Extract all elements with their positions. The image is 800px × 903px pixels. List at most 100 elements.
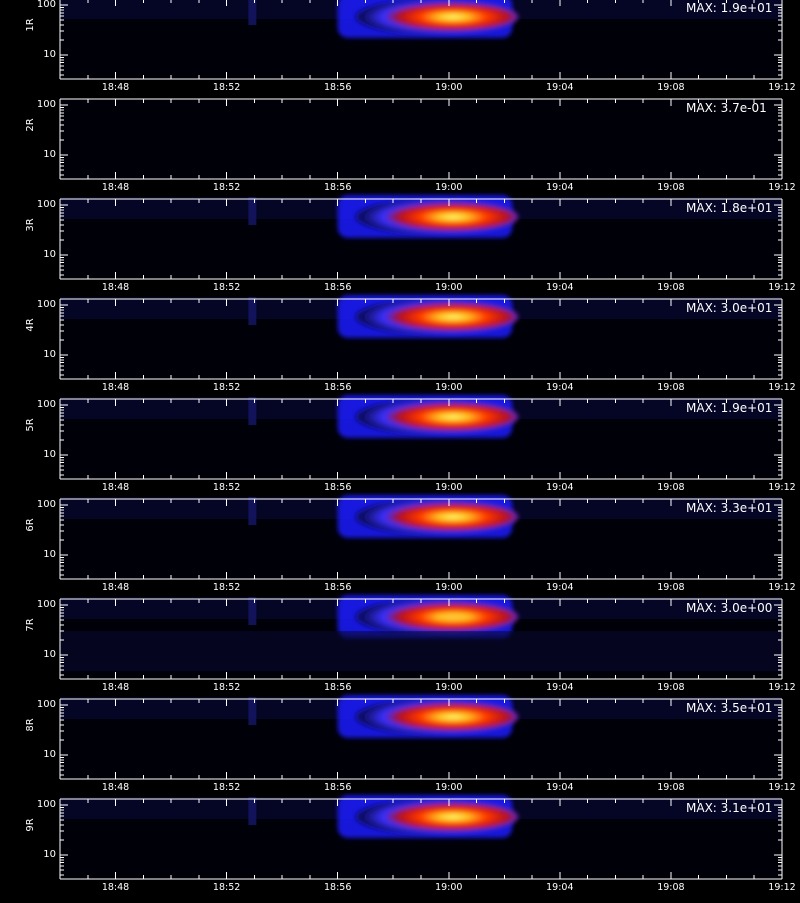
x-tick-label: 19:00 — [435, 782, 463, 793]
faint-stripe — [248, 497, 257, 526]
x-tick-label: 18:48 — [101, 782, 130, 793]
x-tick-label: 18:56 — [323, 882, 352, 893]
faint-stripe — [248, 697, 257, 726]
x-tick-label: 18:56 — [323, 482, 352, 493]
burst-core — [355, 799, 519, 835]
max-label: MAX: 1.8e+01 — [686, 201, 773, 215]
panel-7R: 7R 10 100 18:48 18:52 18:56 19:00 19:04 19:08 19:… — [0, 595, 800, 699]
x-tick-label: 19:08 — [657, 782, 685, 793]
x-tick-label: 19:00 — [435, 182, 463, 193]
y-tick-label: 100 — [36, 399, 56, 411]
max-label: MAX: 3.7e-01 — [686, 101, 767, 115]
y-tick-label: 10 — [43, 448, 56, 460]
x-tick-label: 18:52 — [212, 682, 241, 693]
x-tick-label: 18:52 — [212, 82, 241, 93]
x-tick-label: 18:52 — [212, 782, 241, 793]
panel-5R: 5R 10 100 18:48 18:52 18:56 19:00 19:04 19:08 19:… — [0, 395, 800, 499]
panel-id-label: 8R — [25, 718, 36, 732]
x-tick-label: 18:52 — [212, 482, 241, 493]
x-tick-label: 19:08 — [657, 82, 685, 93]
x-tick-label: 18:56 — [323, 382, 352, 393]
x-tick-label: 18:48 — [101, 82, 130, 93]
y-tick-label: 10 — [43, 48, 56, 60]
faint-stripe — [248, 797, 257, 826]
x-tick-label: 19:00 — [435, 582, 463, 593]
panel-6R: 6R 10 100 18:48 18:52 18:56 19:00 19:04 19:08 19:… — [0, 495, 800, 599]
max-label: MAX: 3.0e+00 — [686, 601, 773, 615]
max-label: MAX: 3.0e+01 — [686, 301, 773, 315]
x-tick-label: 19:08 — [657, 882, 685, 893]
x-tick-label: 18:48 — [101, 282, 130, 293]
y-tick-label: 10 — [43, 748, 56, 760]
y-tick-label: 100 — [36, 199, 56, 211]
max-label: MAX: 3.1e+01 — [686, 801, 773, 815]
x-tick-label: 19:08 — [657, 282, 685, 293]
burst-core — [355, 199, 519, 235]
plot-background — [60, 99, 782, 179]
panel-plot — [59, 795, 783, 880]
x-tick-label: 19:08 — [657, 182, 685, 193]
x-tick-label: 18:56 — [323, 682, 352, 693]
x-tick-label: 19:00 — [435, 82, 463, 93]
x-tick-label: 19:00 — [435, 682, 463, 693]
faint-stripe — [248, 297, 257, 326]
x-tick-label: 18:48 — [101, 682, 130, 693]
x-tick-label: 18:56 — [323, 782, 352, 793]
x-tick-label: 18:48 — [101, 382, 130, 393]
panel-1R: 1R 10 100 18:48 18:52 18:56 19:00 19:04 19:08 19:… — [0, 0, 800, 99]
x-tick-label: 19:12 — [768, 782, 796, 793]
y-tick-label: 10 — [43, 248, 56, 260]
x-tick-label: 19:12 — [768, 582, 796, 593]
x-tick-label: 18:52 — [212, 282, 241, 293]
x-tick-label: 18:56 — [323, 582, 352, 593]
faint-stripe — [248, 597, 257, 626]
y-tick-label: 100 — [36, 699, 56, 711]
y-tick-label: 100 — [36, 799, 56, 811]
x-tick-label: 18:52 — [212, 882, 241, 893]
panel-plot — [59, 295, 783, 380]
x-tick-label: 19:04 — [546, 282, 574, 293]
y-tick-label: 10 — [43, 648, 56, 660]
burst-core — [355, 399, 519, 435]
max-label: MAX: 1.9e+01 — [686, 1, 773, 15]
burst-core — [355, 299, 519, 335]
x-tick-label: 19:12 — [768, 82, 796, 93]
panel-3R: 3R 10 100 18:48 18:52 18:56 19:00 19:04 19:08 19:… — [0, 195, 800, 299]
x-tick-label: 19:08 — [657, 682, 685, 693]
x-tick-label: 19:00 — [435, 282, 463, 293]
panel-plot — [59, 395, 783, 480]
panel-id-label: 9R — [25, 818, 36, 832]
panel-id-label: 6R — [25, 518, 36, 532]
max-label: MAX: 3.5e+01 — [686, 701, 773, 715]
x-tick-label: 18:56 — [323, 182, 352, 193]
x-tick-label: 19:12 — [768, 382, 796, 393]
panel-2R: 2R 10 100 18:48 18:52 18:56 19:00 19:04 19:08 19:… — [0, 98, 800, 199]
x-tick-label: 18:52 — [212, 382, 241, 393]
x-tick-label: 19:08 — [657, 382, 685, 393]
panel-plot — [59, 495, 783, 580]
y-tick-label: 10 — [43, 848, 56, 860]
y-tick-label: 100 — [36, 499, 56, 511]
x-tick-label: 19:04 — [546, 82, 574, 93]
panel-id-label: 4R — [25, 318, 36, 332]
panel-plot — [59, 195, 783, 280]
panel-id-label: 1R — [25, 18, 36, 32]
x-tick-label: 19:04 — [546, 682, 574, 693]
panel-id-label: 3R — [25, 218, 36, 232]
x-tick-label: 18:48 — [101, 582, 130, 593]
x-tick-label: 19:00 — [435, 882, 463, 893]
burst-core — [355, 499, 519, 535]
x-tick-label: 18:48 — [101, 882, 130, 893]
x-tick-label: 19:04 — [546, 482, 574, 493]
x-tick-label: 19:04 — [546, 782, 574, 793]
x-tick-label: 18:56 — [323, 282, 352, 293]
panel-plot — [59, 0, 783, 80]
y-tick-label: 10 — [43, 548, 56, 560]
panel-plot — [59, 595, 783, 680]
y-tick-label: 100 — [36, 299, 56, 311]
faint-stripe — [248, 0, 257, 26]
noise-floor — [60, 631, 782, 672]
panel-4R: 4R 10 100 18:48 18:52 18:56 19:00 19:04 19:08 19:… — [0, 295, 800, 399]
x-tick-label: 19:08 — [657, 482, 685, 493]
burst-core — [355, 0, 519, 35]
